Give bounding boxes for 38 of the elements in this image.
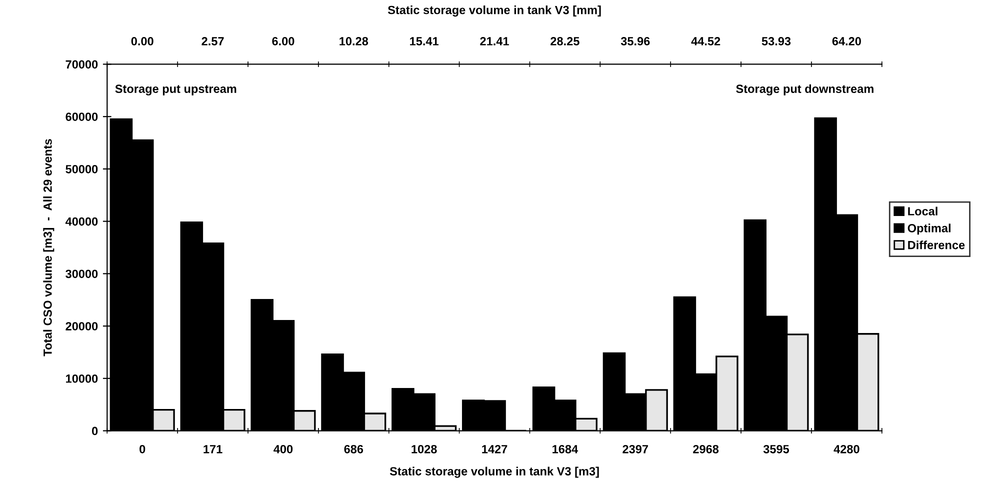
text: 10.28 bbox=[340, 37, 368, 46]
text: 44.52 bbox=[691, 37, 720, 46]
legend-label: Local bbox=[908, 206, 938, 216]
y-tick-label: 20000 bbox=[66, 322, 98, 330]
y-tick-label: 40000 bbox=[65, 217, 98, 226]
text: 35.96 bbox=[620, 37, 650, 46]
y-tick-label: 70000 bbox=[66, 60, 98, 69]
legend-label: Optimal bbox=[908, 224, 950, 235]
x-tick-label: 2397 bbox=[622, 444, 648, 454]
annotation: Storage put upstream bbox=[115, 84, 236, 96]
text: 64.20 bbox=[832, 37, 861, 46]
y-tick-label: 10000 bbox=[66, 374, 98, 383]
x-tick-label: 4280 bbox=[834, 444, 860, 454]
x-tick-label: 3595 bbox=[763, 444, 790, 454]
y-tick-label: 30000 bbox=[66, 270, 98, 278]
x-tick-label: 0 bbox=[140, 444, 146, 454]
x-tick-label: 2968 bbox=[693, 444, 719, 454]
x-tick-label: 171 bbox=[204, 445, 222, 454]
y-tick-label: 60000 bbox=[66, 112, 98, 121]
x-axis-title: Static storage volume in tank V3 [m3] bbox=[390, 466, 599, 478]
y-tick-label: 0 bbox=[92, 426, 98, 436]
x-tick-label: 400 bbox=[274, 444, 293, 454]
text: 28.25 bbox=[550, 37, 580, 46]
y-tick-label: 50000 bbox=[66, 164, 98, 174]
x-tick-label: 1427 bbox=[482, 444, 508, 454]
annotation: Storage put downstream bbox=[736, 84, 874, 96]
text: 53.93 bbox=[762, 37, 791, 46]
text: 2.57 bbox=[202, 37, 224, 46]
x2-axis-title: Static storage volume in tank V3 [mm] bbox=[388, 6, 601, 17]
y-axis-title: Total CSO volume [m3] - All 29 events bbox=[43, 139, 54, 356]
text: 21.41 bbox=[480, 37, 509, 46]
text: 15.41 bbox=[410, 37, 439, 46]
legend-label: Difference bbox=[908, 240, 965, 250]
x-tick-label: 1028 bbox=[412, 444, 437, 454]
x-tick-label: 1684 bbox=[552, 444, 578, 454]
text: 6.00 bbox=[272, 37, 294, 46]
x-tick-label: 686 bbox=[344, 444, 364, 454]
text: 0.00 bbox=[131, 37, 154, 46]
